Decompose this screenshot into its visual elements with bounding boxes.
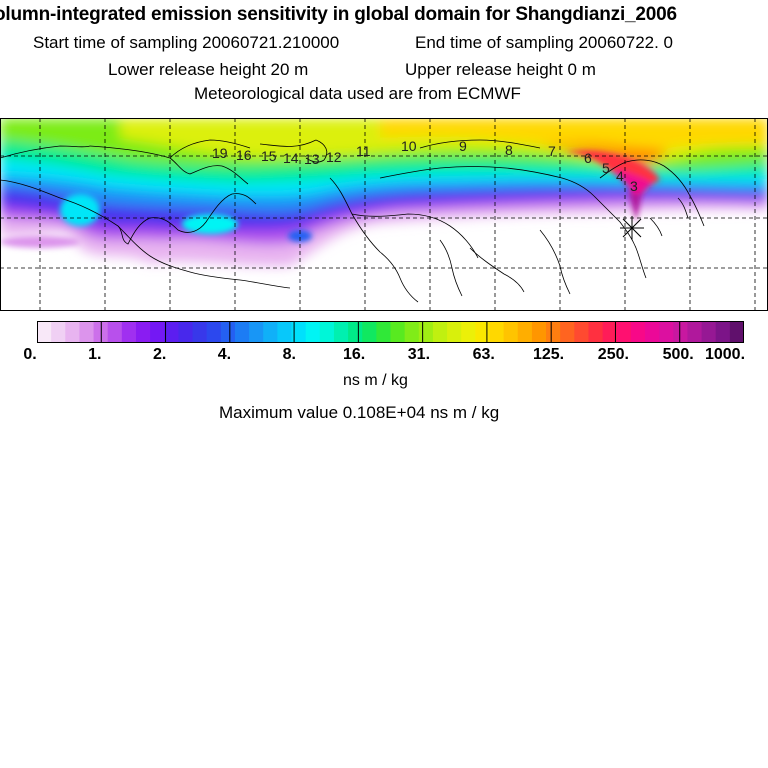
contour-label: 12 xyxy=(326,149,342,165)
colorbar-swatch xyxy=(729,321,744,343)
contour-label: 16 xyxy=(236,147,252,163)
colorbar-swatch xyxy=(348,321,363,343)
colorbar-swatch xyxy=(517,321,533,343)
colorbar-swatch xyxy=(447,321,462,343)
colorbar-swatch xyxy=(79,321,95,343)
colorbar-swatch xyxy=(687,321,703,343)
colorbar-tick-label: 250. xyxy=(597,346,629,363)
colorbar-swatch xyxy=(362,321,377,343)
colorbar-swatch xyxy=(560,321,575,343)
colorbar-swatch xyxy=(277,321,293,343)
graticule xyxy=(0,118,768,311)
colorbar-tick-label: 2. xyxy=(152,346,167,363)
contour-label: 11 xyxy=(356,143,371,159)
colorbar-swatch xyxy=(164,321,179,343)
colorbar-swatch xyxy=(249,321,264,343)
colorbar-swatch xyxy=(489,321,505,343)
sensitivity-field xyxy=(0,118,768,267)
colorbar-swatch xyxy=(461,321,476,343)
colorbar-swatch xyxy=(65,321,81,343)
contour-label: 9 xyxy=(459,138,467,154)
colorbar-swatch xyxy=(645,321,660,343)
contour-label: 10 xyxy=(401,138,417,154)
colorbar-swatch xyxy=(220,321,236,343)
colorbar-tick-label: 63. xyxy=(472,346,495,363)
colorbar-tick-label: 31. xyxy=(407,346,431,363)
colorbar-tick-label: 125. xyxy=(532,346,565,363)
contour-label: 14 xyxy=(283,150,299,166)
receptor-star-icon xyxy=(620,216,644,240)
colorbar-tick-label: 8. xyxy=(282,346,296,363)
plot-title: olumn-integrated emission sensitivity in… xyxy=(0,4,677,25)
colorbar-swatch xyxy=(319,321,335,343)
colorbar-swatch xyxy=(263,321,278,343)
colorbar-border xyxy=(37,321,744,343)
colorbar-swatch xyxy=(376,321,392,343)
contour-label: 13 xyxy=(304,151,320,167)
colorbar-swatch xyxy=(121,321,137,343)
colorbar-swatch xyxy=(178,321,194,343)
colorbar-swatch xyxy=(546,321,561,343)
lower-release-text: Lower release height 20 m xyxy=(108,60,309,79)
colorbar-swatch xyxy=(701,321,717,343)
colorbar-swatch xyxy=(37,321,52,343)
contour-label: 15 xyxy=(261,148,277,164)
sensitivity-map: 19 16 15 14 13 12 11 10 9 8 7 6 5 4 3 xyxy=(0,118,768,311)
colorbar-swatch xyxy=(107,321,123,343)
colorbar-swatch xyxy=(715,321,731,343)
contour-label: 19 xyxy=(212,145,228,161)
sampling-start-text: Start time of sampling 20060721.210000 xyxy=(33,33,340,52)
colorbar-tick-label: 500. xyxy=(662,346,694,363)
colorbar-swatch xyxy=(588,321,604,343)
colorbar-swatch xyxy=(503,321,519,343)
contour-label: 3 xyxy=(630,178,638,194)
contour-labels: 19 16 15 14 13 12 11 10 9 8 7 6 5 4 3 xyxy=(212,138,638,194)
colorbar-swatch xyxy=(432,321,448,343)
sampling-end-text: End time of sampling 20060722. 0 xyxy=(415,33,674,52)
colorbar-swatch xyxy=(673,321,689,343)
colorbar-swatch xyxy=(291,321,307,343)
colorbar-units: ns m / kg xyxy=(343,372,408,389)
colorbar-swatch xyxy=(305,321,321,343)
contour-label: 6 xyxy=(584,150,592,166)
colorbar-swatch xyxy=(51,321,66,343)
colorbar-swatch xyxy=(333,321,349,343)
colorbar-swatch xyxy=(616,321,632,343)
colorbar-swatch xyxy=(206,321,222,343)
colorbar-swatch xyxy=(475,321,491,343)
contour-label: 8 xyxy=(505,142,513,158)
colorbar-swatch xyxy=(192,321,208,343)
contour-label: 7 xyxy=(548,143,556,159)
met-data-text: Meteorological data used are from ECMWF xyxy=(194,84,521,103)
colorbar-swatch xyxy=(630,321,646,343)
colorbar-tick-label: 4. xyxy=(217,346,232,363)
contour-label: 4 xyxy=(616,168,624,184)
maximum-value-text: Maximum value 0.108E+04 ns m / kg xyxy=(219,403,500,422)
contour-label: 5 xyxy=(602,160,610,176)
upper-release-text: Upper release height 0 m xyxy=(405,60,596,79)
colorbar-swatch xyxy=(390,321,406,343)
colorbar-tick-label: 16. xyxy=(342,346,366,363)
colorbar-swatch xyxy=(404,321,420,343)
colorbar-swatch xyxy=(418,321,434,343)
colorbar-tick-label: 1000. xyxy=(704,346,746,363)
colorbar-swatch xyxy=(602,321,618,343)
colorbar xyxy=(37,321,744,343)
colorbar-swatch xyxy=(574,321,590,343)
colorbar-swatch xyxy=(659,321,674,343)
colorbar-swatch xyxy=(135,321,151,343)
colorbar-swatch xyxy=(531,321,547,343)
coastlines xyxy=(0,139,705,303)
colorbar-tick-label: 1. xyxy=(88,346,102,363)
colorbar-tick-label: 0. xyxy=(23,346,37,363)
colorbar-swatch xyxy=(150,321,165,343)
colorbar-swatch xyxy=(234,321,250,343)
